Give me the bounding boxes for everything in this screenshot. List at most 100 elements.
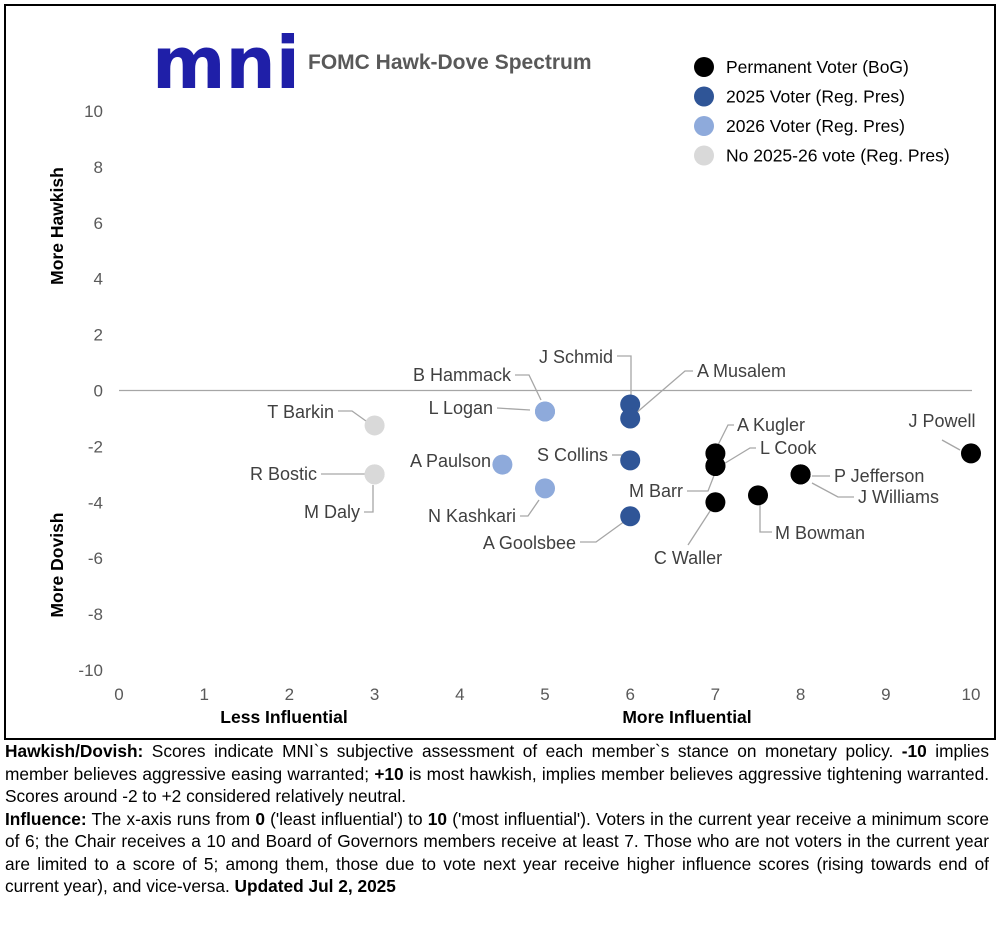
x-tick-label: 4 — [455, 685, 464, 704]
x-tick-label: 1 — [199, 685, 208, 704]
leader-t-barkin — [338, 410, 367, 422]
y-axis-label-hawkish: More Hawkish — [47, 167, 67, 285]
legend-label-v25: 2025 Voter (Reg. Pres) — [726, 87, 905, 107]
x-tick-label: 9 — [881, 685, 890, 704]
y-axis-label-dovish: More Dovish — [47, 512, 67, 617]
point-a-paulson — [492, 454, 513, 475]
point-m-barr — [705, 455, 726, 476]
leader-j-powell — [941, 439, 961, 451]
x-axis-label-less: Less Influential — [220, 707, 347, 727]
leader-m-daly — [364, 485, 374, 513]
leader-l-logan — [496, 407, 531, 411]
y-tick-label: -10 — [78, 661, 103, 680]
label-r-bostic: R Bostic — [250, 464, 317, 484]
x-tick-label: 7 — [711, 685, 720, 704]
point-l-logan — [535, 401, 555, 422]
y-tick-label: -6 — [88, 549, 103, 568]
caption: Hawkish/Dovish: Scores indicate MNI`s su… — [5, 740, 989, 898]
point-a-musalem — [620, 408, 641, 429]
x-axis-label-more: More Influential — [622, 707, 751, 727]
y-tick-label: 8 — [94, 158, 103, 177]
point-c-waller — [705, 492, 726, 513]
legend: Permanent Voter (BoG) 2025 Voter (Reg. Pr… — [694, 57, 950, 166]
caption-text: The x-axis runs from — [86, 808, 256, 829]
caption-bold-text: 0 — [255, 808, 265, 829]
x-tick-label: 2 — [285, 685, 294, 704]
leader-j-schmid — [617, 355, 632, 396]
point-m-daly — [364, 464, 385, 485]
label-j-powell: J Powell — [908, 411, 975, 431]
x-tick-label: 5 — [540, 685, 549, 704]
caption-influence: Influence: The x-axis runs from 0 ('leas… — [5, 808, 989, 898]
y-tick-label: -4 — [88, 493, 103, 512]
svg-text:mni: mni — [152, 32, 300, 92]
caption-hawkish-dovish: Hawkish/Dovish: Scores indicate MNI`s su… — [5, 740, 989, 808]
x-tick-label: 6 — [625, 685, 634, 704]
legend-label-v26: 2026 Voter (Reg. Pres) — [726, 116, 905, 136]
point-j-schmid — [620, 394, 641, 415]
y-tick-label: 6 — [94, 214, 103, 233]
leader-m-barr — [687, 472, 716, 492]
caption-bold-text: 10 — [427, 808, 448, 829]
leader-a-musalem — [634, 370, 693, 415]
caption-bold-text: +10 — [374, 763, 404, 784]
leader-n-kashkari — [520, 499, 540, 517]
chart-title: FOMC Hawk-Dove Spectrum — [308, 51, 592, 74]
leader-a-kugler — [716, 424, 734, 448]
caption-bold-text: -10 — [901, 741, 927, 761]
label-j-williams: J Williams — [858, 487, 939, 507]
point-m-bowman — [748, 485, 768, 506]
point-j-williams — [790, 464, 811, 485]
label-l-cook: L Cook — [760, 438, 817, 458]
y-tick-label: 0 — [94, 382, 103, 401]
label-s-collins: S Collins — [537, 445, 608, 465]
point-s-collins — [620, 450, 641, 471]
caption-text: is most hawkish, implies member believes… — [5, 763, 989, 807]
y-tick-label: 10 — [84, 102, 103, 121]
label-c-waller: C Waller — [654, 548, 722, 568]
label-t-barkin: T Barkin — [267, 402, 334, 422]
point-t-barkin — [364, 415, 385, 436]
legend-marker-v26 — [694, 116, 714, 136]
caption-text: ('least influential') to — [264, 808, 428, 829]
caption-bold-text: Updated Jul 2, 2025 — [234, 876, 396, 896]
leader-a-goolsbee — [580, 520, 626, 543]
label-b-hammack: B Hammack — [413, 365, 512, 385]
label-a-kugler: A Kugler — [737, 415, 805, 435]
legend-marker-nov — [694, 145, 714, 166]
label-n-kashkari: N Kashkari — [428, 506, 516, 526]
caption-bold-text: Influence: — [5, 808, 87, 829]
label-a-paulson: A Paulson — [410, 451, 491, 471]
label-p-jefferson: P Jefferson — [834, 466, 924, 486]
y-tick-label: 4 — [94, 270, 103, 289]
label-m-bowman: M Bowman — [775, 523, 865, 543]
label-j-schmid: J Schmid — [539, 347, 613, 367]
caption-bold-text: Hawkish/Dovish: — [5, 741, 144, 761]
caption-text: implies member believes aggressive easin… — [5, 741, 990, 784]
y-tick-label: -8 — [88, 605, 103, 624]
legend-marker-v25 — [694, 86, 714, 107]
x-tick-label: 0 — [114, 685, 123, 704]
label-a-goolsbee: A Goolsbee — [483, 533, 576, 553]
point-n-kashkari — [535, 478, 555, 499]
leader-b-hammack — [515, 374, 542, 401]
label-a-musalem: A Musalem — [697, 361, 786, 381]
leader-l-cook — [721, 447, 756, 466]
y-tick-label: 2 — [94, 326, 103, 345]
x-tick-label: 8 — [796, 685, 805, 704]
hawk-dove-chart: 0 1 2 3 4 5 6 7 8 9 10 -10 -8 -6 -4 -2 0 2 4 6 8 10 Less Influ… — [47, 57, 981, 727]
label-m-barr: M Barr — [629, 481, 683, 501]
label-m-daly: M Daly — [304, 502, 360, 522]
legend-label-nov: No 2025-26 vote (Reg. Pres) — [726, 146, 950, 166]
mni-logo: mni — [152, 32, 300, 92]
leader-m-bowman — [759, 503, 772, 533]
y-tick-label: -2 — [88, 437, 103, 456]
leader-j-williams — [811, 482, 854, 498]
leader-c-waller — [687, 507, 713, 546]
x-tick-label: 10 — [962, 685, 981, 704]
caption-text: Scores indicate MNI`s subjective assessm… — [143, 741, 902, 761]
x-tick-label: 3 — [370, 685, 379, 704]
caption-text: ('most influential'). Voters in the curr… — [5, 808, 990, 897]
label-l-logan: L Logan — [429, 398, 493, 418]
